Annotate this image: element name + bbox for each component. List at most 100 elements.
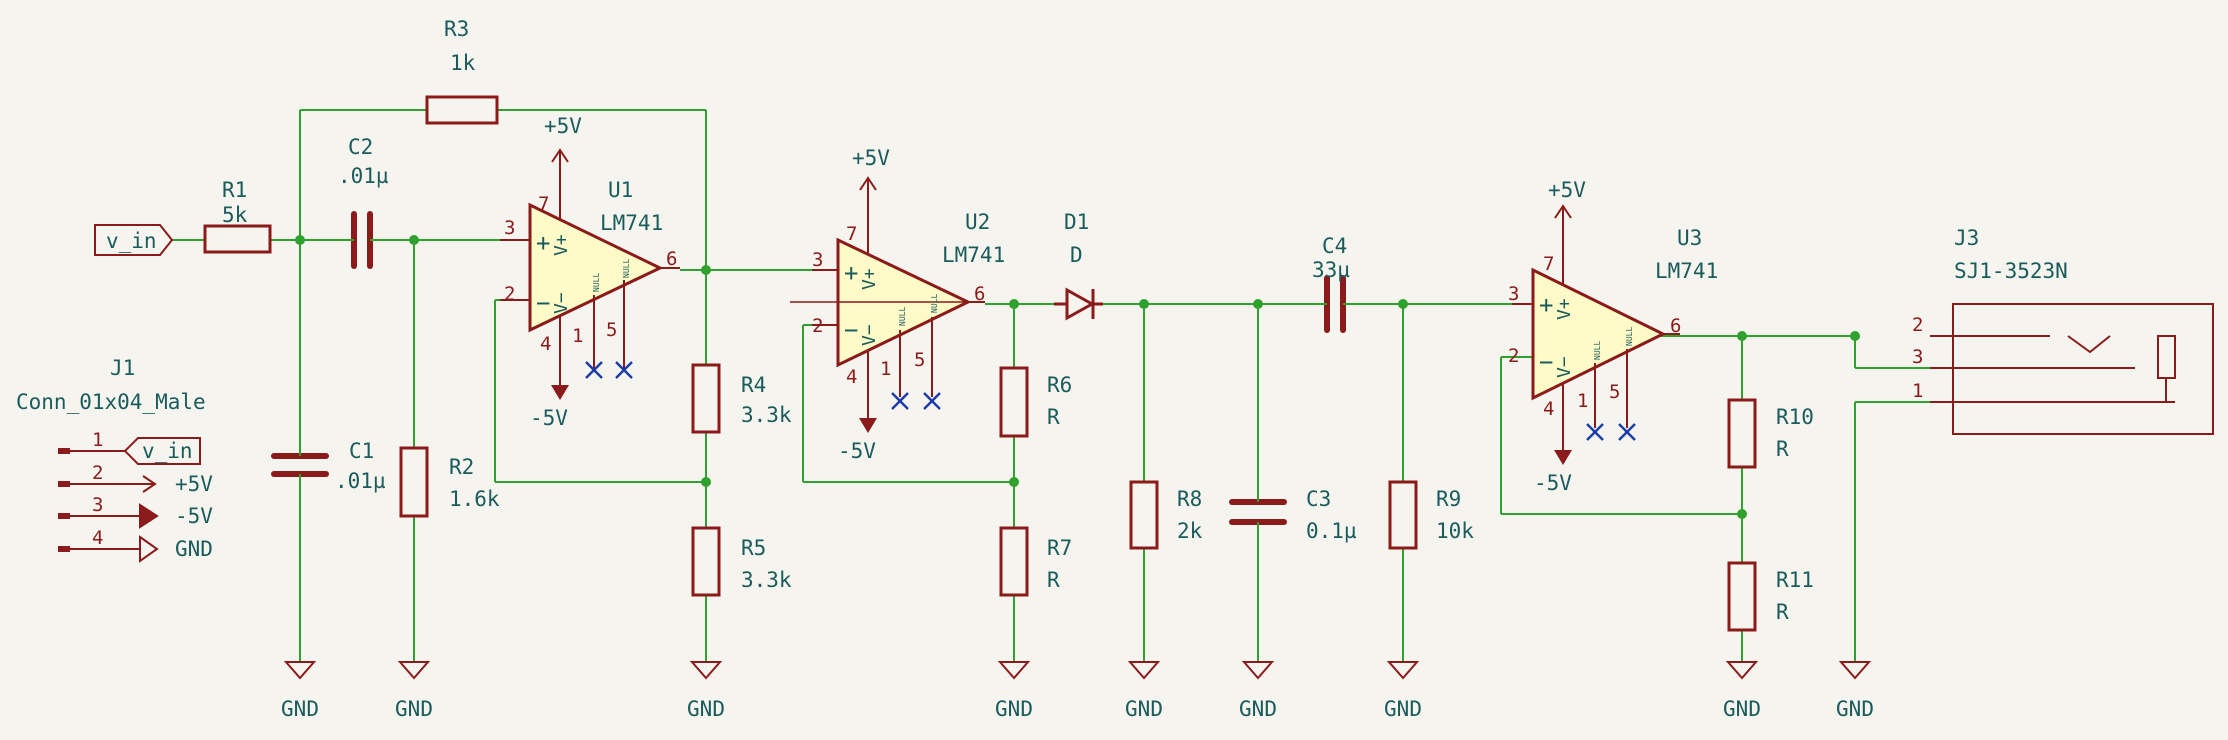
resistor-r6-body[interactable] xyxy=(999,366,1029,438)
u1-vminus-label: V− xyxy=(551,292,572,314)
r6-ref: R6 xyxy=(1047,373,1072,397)
r6-value: R xyxy=(1047,405,1060,429)
u3-pin-2: 2 xyxy=(1508,345,1519,367)
u3-pos5-label: +5V xyxy=(1548,178,1586,202)
audio-jack-j3[interactable] xyxy=(1930,303,2214,435)
u2-pin-4: 4 xyxy=(846,366,857,388)
junction-dots xyxy=(295,235,1860,519)
r2-value: 1.6k xyxy=(449,487,500,511)
wires xyxy=(172,109,1930,662)
gnd-label-7: GND xyxy=(1384,697,1422,721)
gnd-symbol-4 xyxy=(997,661,1031,680)
resistor-r7-body[interactable] xyxy=(999,526,1029,597)
r4-value: 3.3k xyxy=(741,403,792,427)
gnd-symbol-1 xyxy=(283,661,317,680)
u1-pin-4: 4 xyxy=(540,333,551,355)
j3-pin-3: 3 xyxy=(1912,346,1923,368)
u3-neg5-label: -5V xyxy=(1534,471,1572,495)
gnd-symbol-7 xyxy=(1386,661,1420,680)
u3-value: LM741 xyxy=(1655,259,1718,283)
vin-label-text: v_in xyxy=(106,229,157,253)
gnd-symbol-3 xyxy=(689,661,723,680)
r5-value: 3.3k xyxy=(741,568,792,592)
c1-value: .01µ xyxy=(335,469,386,493)
resistor-r9-body[interactable] xyxy=(1388,480,1418,550)
u1-pin-6: 6 xyxy=(666,248,677,270)
c1-ref: C1 xyxy=(349,439,374,463)
u2-pin-5: 5 xyxy=(914,349,925,371)
c4-ref: C4 xyxy=(1322,234,1347,258)
gnd-label-5: GND xyxy=(1125,697,1163,721)
r10-value: R xyxy=(1776,437,1789,461)
u1-ref: U1 xyxy=(608,178,633,202)
r1-value: 5k xyxy=(222,203,248,227)
j3-pin-1: 1 xyxy=(1912,380,1923,402)
c2-value: .01µ xyxy=(338,164,389,188)
u1-null1-label: NULL xyxy=(592,273,601,292)
resistor-r11-body[interactable] xyxy=(1727,561,1757,632)
j3-value: SJ1-3523N xyxy=(1954,259,2068,283)
u2-pin-1: 1 xyxy=(880,358,891,380)
connector-j1[interactable] xyxy=(58,437,201,563)
gnd-symbol-5 xyxy=(1127,661,1161,680)
u2-pin-7: 7 xyxy=(846,223,857,245)
gnd-label-9: GND xyxy=(1836,697,1874,721)
c4-value: 33µ xyxy=(1312,258,1350,282)
resistor-r4-body[interactable] xyxy=(691,363,721,434)
resistor-r2-body[interactable] xyxy=(399,446,429,518)
j1-pin-4: 4 xyxy=(92,527,103,549)
u3-pin-6: 6 xyxy=(1670,315,1681,337)
j1-neg5-label: -5V xyxy=(175,504,213,528)
c2-ref: C2 xyxy=(348,135,373,159)
u2-pin-2: 2 xyxy=(812,315,823,337)
r1-ref: R1 xyxy=(222,178,247,202)
u3-pin-7: 7 xyxy=(1543,253,1554,275)
u3-pin-4: 4 xyxy=(1543,398,1554,420)
j1-vin-label: v_in xyxy=(142,439,193,463)
diode-d1-symbol[interactable] xyxy=(1054,287,1103,321)
u1-pos5-label: +5V xyxy=(544,114,582,138)
u2-vminus-label: V− xyxy=(859,324,880,346)
u3-pin-1: 1 xyxy=(1577,390,1588,412)
r8-ref: R8 xyxy=(1177,487,1202,511)
u1-value: LM741 xyxy=(600,211,663,235)
u2-pin-3: 3 xyxy=(812,249,823,271)
r9-ref: R9 xyxy=(1436,487,1461,511)
gnd-label-6: GND xyxy=(1239,697,1277,721)
resistor-r8-body[interactable] xyxy=(1129,480,1159,550)
u1-pin-3: 3 xyxy=(504,217,515,239)
opamp-u3[interactable] xyxy=(1512,204,1680,465)
r9-value: 10k xyxy=(1436,519,1474,543)
u2-minus-sign: − xyxy=(844,316,858,344)
resistor-r10-body[interactable] xyxy=(1727,398,1757,469)
resistor-r3-body[interactable] xyxy=(425,95,499,125)
resistor-r5-body[interactable] xyxy=(691,526,721,597)
u2-vplus-label: V+ xyxy=(859,268,880,290)
opamp-u2[interactable] xyxy=(790,176,985,433)
c3-value: 0.1µ xyxy=(1306,519,1357,543)
u2-plus-sign: + xyxy=(844,259,858,287)
r3-value: 1k xyxy=(450,51,476,75)
r2-ref: R2 xyxy=(449,455,474,479)
r10-ref: R10 xyxy=(1776,405,1814,429)
u3-plus-sign: + xyxy=(1539,291,1553,319)
j3-ref: J3 xyxy=(1954,226,1979,250)
j1-pos5-label: +5V xyxy=(175,472,213,496)
j1-pin-1: 1 xyxy=(92,429,103,451)
j1-pin-3: 3 xyxy=(92,494,103,516)
d1-ref: D1 xyxy=(1064,210,1089,234)
u3-pin-5: 5 xyxy=(1609,381,1620,403)
j1-value: Conn_01x04_Male xyxy=(16,390,206,414)
r5-ref: R5 xyxy=(741,536,766,560)
u1-neg5-label: -5V xyxy=(530,406,568,430)
vin-global-label[interactable] xyxy=(94,224,174,256)
u3-minus-sign: − xyxy=(1539,348,1553,376)
j1-ref: J1 xyxy=(110,356,135,380)
u1-plus-sign: + xyxy=(536,229,550,257)
u1-pin-7: 7 xyxy=(538,193,549,215)
resistor-r1-body[interactable] xyxy=(203,224,272,254)
u1-pin-1: 1 xyxy=(572,325,583,347)
opamp-u1[interactable] xyxy=(500,148,680,400)
j1-pin-2: 2 xyxy=(92,462,103,484)
